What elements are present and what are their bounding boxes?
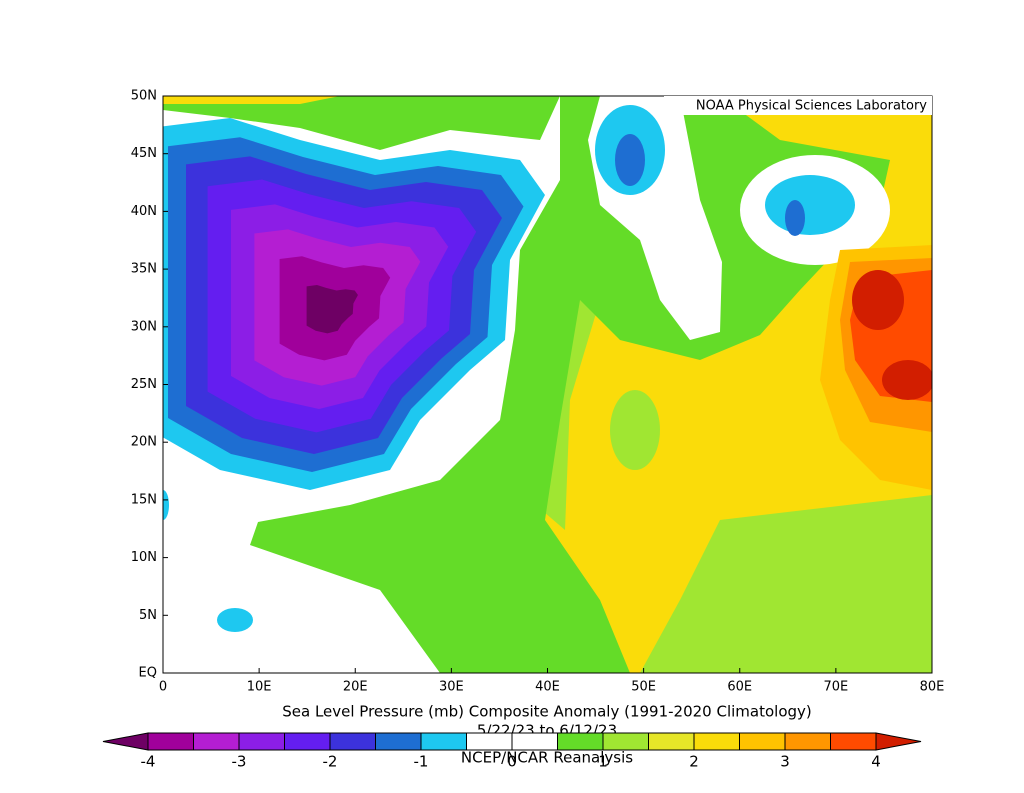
y-tick-label: 20N (131, 435, 157, 450)
x-tick-label: 70E (823, 680, 848, 695)
map-source: NCEP/NCAR Reanalysis (461, 749, 633, 767)
anomaly-region (163, 96, 340, 104)
colorbar: -4 -3 -2 -1 0 1 2 3 4 (102, 732, 922, 771)
map-title: Sea Level Pressure (mb) Composite Anomal… (282, 703, 812, 721)
colorbar-box (784, 732, 831, 751)
anomaly-region (306, 285, 358, 334)
colorbar-label: -2 (323, 753, 338, 771)
x-tick-label: 30E (439, 680, 464, 695)
x-tick-label: 50E (631, 680, 656, 695)
x-tick-label: 0 (159, 680, 167, 695)
colorbar-box (284, 732, 331, 751)
colorbar-label: -3 (232, 753, 247, 771)
colorbar-label: 0 (507, 753, 517, 771)
credit-box (664, 96, 932, 115)
colorbar-box (511, 732, 558, 751)
colorbar-box (693, 732, 740, 751)
colorbar-over (875, 732, 922, 751)
y-tick-label: 45N (131, 146, 157, 161)
y-tick-label: 40N (131, 204, 157, 219)
anomaly-region (852, 270, 904, 330)
colorbar-label: 4 (871, 753, 881, 771)
anomaly-region (785, 200, 805, 236)
y-tick-label: EQ (139, 666, 157, 681)
anomaly-region (610, 390, 660, 470)
credit: NOAA Physical Sciences Laboratory (696, 99, 927, 114)
colorbar-label: 1 (598, 753, 608, 771)
anomaly-region (640, 495, 932, 673)
colorbar-under (102, 732, 149, 751)
x-tick-label: 80E (920, 680, 945, 695)
colorbar-box (739, 732, 786, 751)
y-tick-label: 10N (131, 550, 157, 565)
colorbar-box (466, 732, 513, 751)
x-tick-label: 20E (343, 680, 368, 695)
y-tick-label: 25N (131, 377, 157, 392)
colorbar-box (648, 732, 695, 751)
colorbar-label: 3 (780, 753, 790, 771)
colorbar-box (193, 732, 240, 751)
colorbar-box (557, 732, 604, 751)
colorbar-box (147, 732, 194, 751)
anomaly-region (882, 360, 932, 400)
x-tick-label: 40E (535, 680, 560, 695)
colorbar-box (420, 732, 467, 751)
anomaly-region (217, 608, 253, 632)
y-tick-label: 50N (131, 89, 157, 104)
colorbar-box (329, 732, 376, 751)
y-tick-label: 15N (131, 492, 157, 507)
x-tick-label: 60E (727, 680, 752, 695)
colorbar-label: 2 (689, 753, 699, 771)
colorbar-box (602, 732, 649, 751)
anomaly-region (163, 96, 560, 150)
y-tick-label: 35N (131, 262, 157, 277)
anomaly-region (765, 175, 855, 235)
y-tick-label: 30N (131, 319, 157, 334)
y-tick-label: 5N (139, 608, 157, 623)
colorbar-label: -4 (141, 753, 156, 771)
anomaly-region (163, 490, 169, 520)
colorbar-box (830, 732, 877, 751)
anomaly-region (615, 134, 645, 186)
colorbar-box (375, 732, 422, 751)
colorbar-label: -1 (414, 753, 429, 771)
anomaly-field (163, 96, 932, 673)
x-tick-label: 10E (247, 680, 272, 695)
colorbar-box (238, 732, 285, 751)
